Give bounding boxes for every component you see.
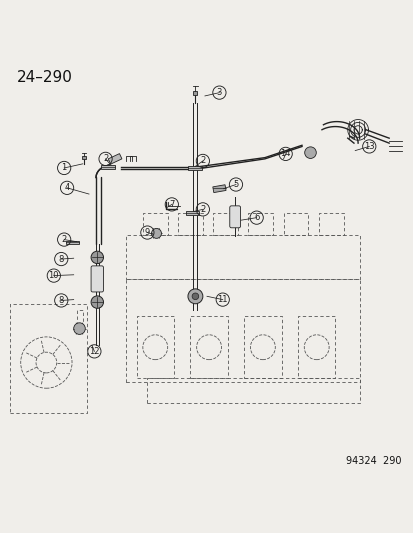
FancyBboxPatch shape (91, 266, 103, 292)
Text: 4: 4 (64, 183, 69, 192)
Text: 6: 6 (254, 213, 259, 222)
FancyBboxPatch shape (229, 206, 240, 228)
Bar (108, 154, 122, 164)
Text: 2: 2 (103, 155, 108, 163)
Text: 14: 14 (280, 149, 290, 158)
Bar (188, 166, 202, 170)
Bar (193, 91, 197, 95)
Text: 5: 5 (233, 180, 238, 189)
Bar (186, 211, 198, 215)
Text: 7: 7 (169, 200, 174, 209)
Circle shape (192, 293, 198, 300)
Text: 2: 2 (200, 205, 205, 214)
Text: 8: 8 (59, 255, 64, 263)
Text: 11: 11 (217, 295, 228, 304)
Text: 24–290: 24–290 (17, 70, 72, 85)
Text: 9: 9 (145, 228, 150, 237)
Bar (212, 185, 225, 192)
Text: 13: 13 (363, 142, 374, 151)
Bar (100, 165, 114, 169)
Text: 2: 2 (62, 235, 66, 244)
Text: 94324  290: 94324 290 (345, 456, 401, 466)
Text: 8: 8 (59, 296, 64, 305)
Circle shape (188, 289, 202, 304)
Bar (66, 240, 78, 244)
Circle shape (151, 229, 161, 238)
Text: 12: 12 (89, 347, 100, 356)
Text: 10: 10 (48, 271, 59, 280)
Text: 2: 2 (200, 156, 205, 165)
Bar (81, 156, 85, 159)
Circle shape (304, 147, 316, 158)
Text: 3: 3 (216, 88, 221, 97)
Circle shape (74, 323, 85, 334)
Circle shape (91, 251, 103, 264)
Circle shape (91, 296, 103, 308)
Text: 1: 1 (62, 164, 66, 173)
